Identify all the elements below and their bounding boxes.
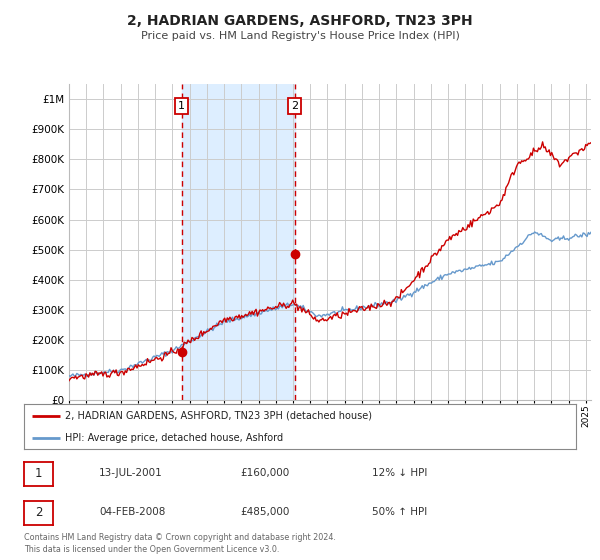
- Text: 1: 1: [35, 467, 42, 480]
- Text: Price paid vs. HM Land Registry's House Price Index (HPI): Price paid vs. HM Land Registry's House …: [140, 31, 460, 41]
- Text: 1: 1: [178, 101, 185, 111]
- Text: HPI: Average price, detached house, Ashford: HPI: Average price, detached house, Ashf…: [65, 433, 284, 443]
- Text: 2: 2: [291, 101, 298, 111]
- Text: 04-FEB-2008: 04-FEB-2008: [99, 507, 166, 517]
- Text: Contains HM Land Registry data © Crown copyright and database right 2024.
This d: Contains HM Land Registry data © Crown c…: [24, 533, 336, 554]
- Text: 2, HADRIAN GARDENS, ASHFORD, TN23 3PH (detached house): 2, HADRIAN GARDENS, ASHFORD, TN23 3PH (d…: [65, 410, 373, 421]
- Text: 12% ↓ HPI: 12% ↓ HPI: [372, 468, 427, 478]
- Text: £160,000: £160,000: [240, 468, 289, 478]
- Text: £485,000: £485,000: [240, 507, 289, 517]
- Text: 13-JUL-2001: 13-JUL-2001: [99, 468, 163, 478]
- Bar: [182, 84, 295, 400]
- Text: 2, HADRIAN GARDENS, ASHFORD, TN23 3PH: 2, HADRIAN GARDENS, ASHFORD, TN23 3PH: [127, 14, 473, 28]
- Text: 2: 2: [35, 506, 42, 520]
- Text: 50% ↑ HPI: 50% ↑ HPI: [372, 507, 427, 517]
